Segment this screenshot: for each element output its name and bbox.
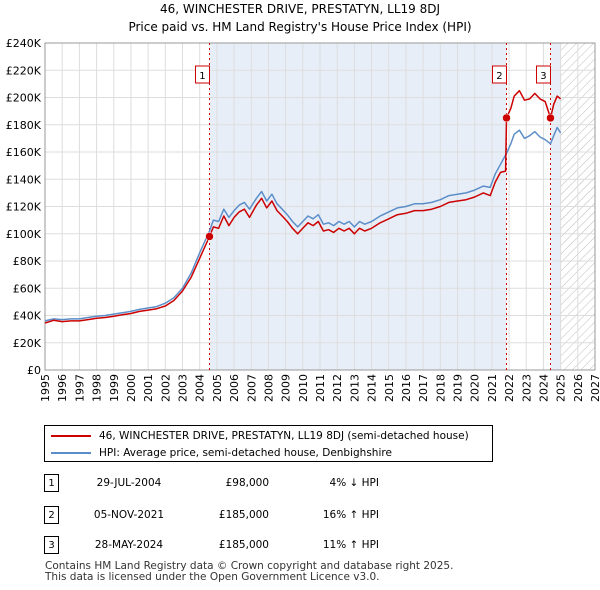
legend-swatch-property: [51, 435, 91, 437]
chart-subtitle: Price paid vs. HM Land Registry's House …: [128, 20, 471, 34]
x-tick-label: 2005: [211, 374, 224, 402]
x-tick-label: 2021: [486, 374, 499, 402]
y-tick-label: £60K: [13, 282, 42, 295]
transaction-price: £98,000: [225, 477, 269, 489]
x-tick-label: 2023: [520, 374, 533, 402]
y-tick-label: £160K: [6, 146, 42, 159]
transaction-number-badge: 3: [44, 536, 59, 554]
x-tick-label: 2012: [331, 374, 344, 402]
transaction-number-badge: 2: [44, 506, 59, 524]
y-tick-label: £180K: [6, 119, 42, 132]
x-tick-label: 2015: [383, 374, 396, 402]
hpi-line: [44, 126, 562, 322]
legend-label-property: 46, WINCHESTER DRIVE, PRESTATYN, LL19 8D…: [99, 430, 469, 442]
sale-point: [502, 113, 511, 123]
x-tick-label: 2011: [314, 374, 327, 402]
legend-swatch-hpi: [51, 452, 91, 454]
x-tick-label: 2003: [177, 374, 190, 402]
x-tick-label: 2010: [297, 374, 310, 402]
legend-label-hpi: HPI: Average price, semi-detached house,…: [99, 447, 392, 459]
transaction-price: £185,000: [218, 539, 269, 551]
table-row: 3 28-MAY-2024 £185,000 11% ↑ HPI: [44, 536, 464, 556]
price-paid-line: [44, 89, 562, 324]
y-tick-label: £220K: [6, 64, 42, 77]
x-tick-label: 1995: [39, 374, 52, 402]
legend: 46, WINCHESTER DRIVE, PRESTATYN, LL19 8D…: [44, 425, 493, 462]
sale-marker-label: 2: [496, 71, 502, 82]
table-row: 2 05-NOV-2021 £185,000 16% ↑ HPI: [44, 506, 464, 526]
sale-marker-box: [194, 65, 210, 84]
x-tick-label: 2020: [469, 374, 482, 402]
y-tick-label: £120K: [6, 201, 42, 214]
x-tick-label: 2008: [262, 374, 275, 402]
x-tick-label: 2013: [348, 374, 361, 402]
y-tick-label: £40K: [13, 310, 42, 323]
legend-item-property: 46, WINCHESTER DRIVE, PRESTATYN, LL19 8D…: [51, 428, 469, 444]
sale-marker-box: [491, 65, 507, 84]
x-tick-label: 1997: [73, 374, 86, 402]
y-tick-label: £200K: [6, 92, 42, 105]
x-tick-label: 2002: [159, 374, 172, 402]
x-tick-label: 2019: [452, 374, 465, 402]
footer-licence: This data is licensed under the Open Gov…: [45, 571, 380, 583]
x-tick-label: 2022: [503, 374, 516, 402]
y-tick-label: £20K: [13, 337, 42, 350]
x-tick-label: 2014: [366, 374, 379, 402]
sale-point: [546, 113, 555, 123]
x-tick-label: 2001: [142, 374, 155, 402]
chart-title: 46, WINCHESTER DRIVE, PRESTATYN, LL19 8D…: [160, 2, 440, 16]
transaction-hpi-change: 16% ↑ HPI: [322, 509, 379, 521]
transaction-price: £185,000: [218, 509, 269, 521]
x-tick-label: 1999: [108, 374, 121, 402]
transaction-number-badge: 1: [44, 474, 59, 492]
legend-item-hpi: HPI: Average price, semi-detached house,…: [51, 445, 392, 461]
x-tick-label: 2009: [280, 374, 293, 402]
y-tick-label: £80K: [13, 255, 42, 268]
x-tick-label: 2007: [245, 374, 258, 402]
sale-marker-box: [535, 65, 551, 84]
x-tick-label: 2025: [555, 374, 568, 402]
y-tick-label: £0: [27, 364, 41, 377]
x-tick-label: 1996: [56, 374, 69, 402]
x-tick-label: 2004: [194, 374, 207, 402]
y-tick-label: £240K: [6, 37, 42, 50]
y-tick-label: £100K: [6, 228, 42, 241]
plot-frame: [44, 42, 596, 371]
sale-marker-label: 1: [199, 71, 205, 82]
sale-point: [205, 232, 214, 241]
x-tick-label: 2024: [537, 374, 550, 402]
footer-copyright: Contains HM Land Registry data © Crown c…: [45, 560, 454, 572]
x-tick-label: 2027: [589, 374, 600, 402]
transaction-date: 28-MAY-2024: [94, 539, 164, 551]
transaction-date: 05-NOV-2021: [93, 509, 165, 521]
sale-marker-label: 3: [540, 71, 546, 82]
transaction-hpi-change: 4% ↓ HPI: [329, 477, 379, 489]
footer: Contains HM Land Registry data © Crown c…: [45, 561, 453, 583]
x-tick-label: 2018: [434, 374, 447, 402]
table-row: 1 29-JUL-2004 £98,000 4% ↓ HPI: [44, 474, 464, 494]
x-tick-label: 2017: [417, 374, 430, 402]
x-tick-label: 2006: [228, 374, 241, 402]
x-tick-label: 2026: [572, 374, 585, 402]
x-tick-label: 2016: [400, 374, 413, 402]
x-tick-label: 2000: [125, 374, 138, 402]
x-tick-label: 1998: [91, 374, 104, 402]
price-chart: 46, WINCHESTER DRIVE, PRESTATYN, LL19 8D…: [6, 2, 600, 402]
transaction-hpi-change: 11% ↑ HPI: [322, 539, 379, 551]
transaction-date: 29-JUL-2004: [96, 477, 162, 489]
y-tick-label: £140K: [6, 173, 42, 186]
